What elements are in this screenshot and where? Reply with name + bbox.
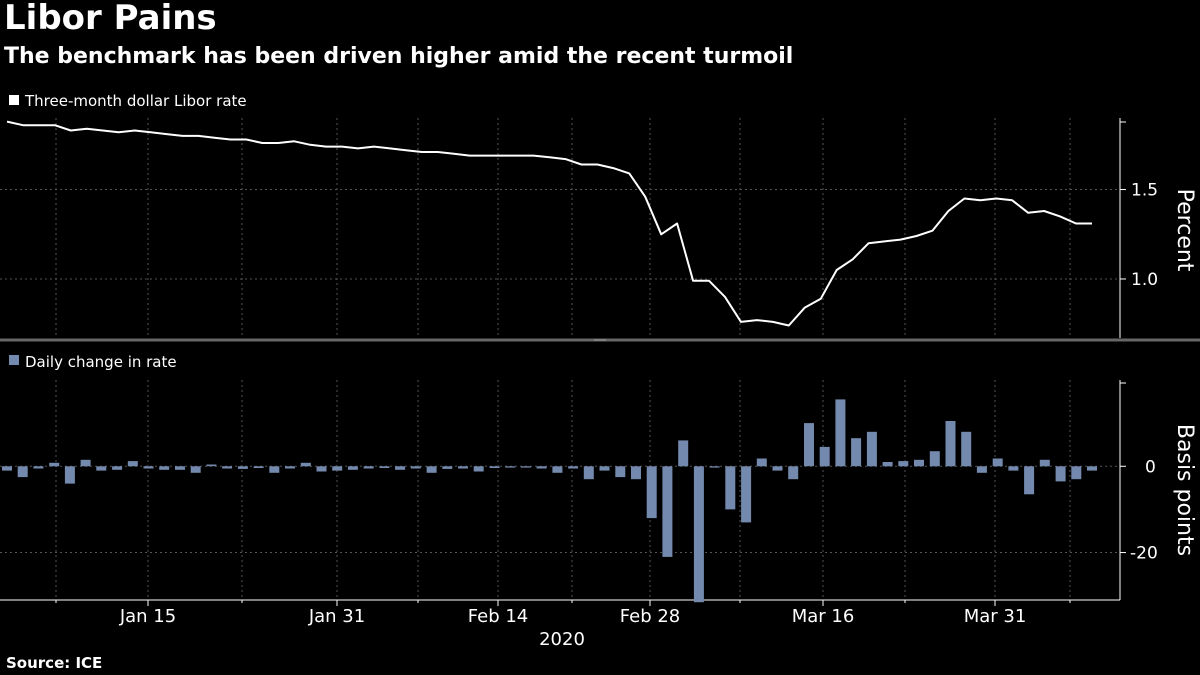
daily-change-bar [332,466,343,471]
daily-change-bar [725,466,736,510]
daily-change-bar [520,466,531,468]
bottom-panel: Daily change in rate -20 0 Basis points [0,353,1197,603]
daily-change-bar [363,466,374,469]
daily-change-bar [143,466,154,469]
daily-change-bar [898,461,909,467]
daily-change-bar [1024,466,1035,495]
bar-legend-swatch [9,355,19,365]
top-y-tick-label: 1.5 [1131,181,1158,201]
daily-change-bar [552,466,563,473]
daily-change-bar [961,431,972,467]
daily-change-bar [269,466,280,473]
daily-change-bar [646,466,657,519]
daily-change-bar [709,466,720,468]
daily-change-bar [112,466,123,470]
daily-change-bar [222,466,233,469]
daily-change-bar [693,466,704,603]
daily-change-bar [379,466,390,468]
daily-change-bar [536,466,547,469]
top-y-tick-label: 1.0 [1131,270,1158,290]
daily-change-bar [33,466,44,469]
daily-change-bar [253,466,264,468]
bottom-ylabel: Basis points [1172,424,1197,556]
line-legend-label: Three-month dollar Libor rate [24,92,247,110]
daily-change-bar [631,466,641,480]
x-year-label: 2020 [539,629,585,650]
daily-change-bar [1039,459,1050,467]
daily-change-bar [473,466,484,472]
daily-change-bar [206,464,217,467]
daily-change-bar [992,458,1003,467]
daily-change-bar [882,462,893,467]
x-tick-label: Jan 31 [308,606,365,627]
daily-change-bar [316,466,327,472]
daily-change-bar [772,466,783,471]
daily-change-bar [599,466,610,471]
top-panel: Three-month dollar Libor rate 1.0 1.5 Per… [0,92,1197,338]
x-tick-label: Feb 14 [468,606,529,627]
daily-change-bar [819,446,830,467]
x-tick-label: Mar 31 [964,606,1027,627]
x-tick-label: Mar 16 [792,606,855,627]
daily-change-bar [80,459,91,467]
daily-change-bar [17,466,28,478]
daily-change-bar [866,431,877,467]
daily-change-bar [929,451,940,467]
daily-change-bar [945,421,956,467]
daily-change-bar [804,423,814,467]
daily-change-bar [976,466,987,473]
bottom-y-tick-label: -20 [1130,544,1158,564]
daily-change-bar [1008,466,1019,471]
daily-change-bar [410,466,421,469]
daily-change-bar [458,466,468,469]
source-note: Source: ICE [6,654,103,672]
daily-change-bar [127,461,138,467]
top-ylabel: Percent [1172,189,1197,272]
daily-change-bar [442,466,453,469]
daily-change-bar [505,466,516,468]
daily-change-bar [1055,466,1066,482]
daily-change-bar [395,466,406,470]
daily-change-bar [756,458,767,467]
daily-change-bar [851,438,862,467]
bar-legend-label: Daily change in rate [25,353,177,371]
daily-change-bar [615,466,626,478]
daily-change-bar [568,466,579,469]
daily-change-bar [300,462,311,467]
daily-change-bar [175,466,185,470]
daily-change-bar [1071,466,1082,480]
daily-change-bar [583,466,594,480]
daily-change-bar [426,466,437,473]
daily-change-bar [741,466,752,523]
daily-change-bar [678,440,689,467]
bottom-y-tick-label: 0 [1145,457,1156,477]
daily-change-bar [489,466,500,468]
daily-change-bar [1087,466,1097,471]
line-legend-swatch [9,95,19,105]
daily-change-bar [285,466,295,469]
daily-change-bar [788,466,799,480]
x-tick-label: Feb 28 [620,606,681,627]
daily-change-bar [662,466,673,557]
daily-change-bar [835,399,846,467]
libor-rate-line [6,120,1092,327]
x-tick-label: Jan 15 [119,606,176,627]
daily-change-bar [64,466,75,484]
daily-change-bar [96,466,107,471]
daily-change-bar [914,459,924,467]
daily-change-bar [347,466,358,470]
chart-subtitle: The benchmark has been driven higher ami… [4,44,794,69]
daily-change-bar [190,466,201,473]
daily-change-bar [49,462,60,467]
x-axis: Jan 15 Jan 31 Feb 14 Feb 28 Mar 16 Mar 31 2020 [55,600,1071,650]
daily-change-bar [2,466,12,471]
daily-change-bar [159,466,170,470]
daily-change-bar [237,466,248,469]
chart-title: Libor Pains [4,0,217,38]
